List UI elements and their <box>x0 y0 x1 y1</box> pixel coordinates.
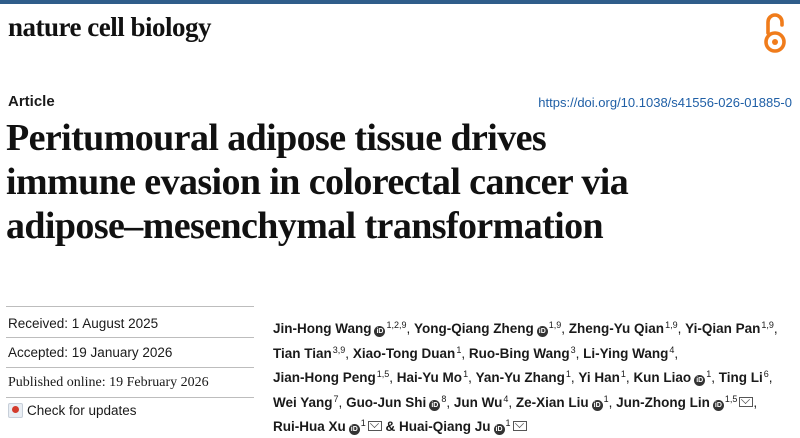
orcid-icon[interactable]: iD <box>536 326 548 337</box>
affiliation-marker: 1,5 <box>376 369 390 379</box>
affiliation-marker: 6 <box>763 369 769 379</box>
affiliation-marker: 4 <box>669 344 675 355</box>
affiliation-marker: 1 <box>505 418 511 428</box>
author-name[interactable]: Zheng-Yu Qian1,9 <box>568 320 678 336</box>
divider <box>6 337 254 338</box>
received-date: Received: 1 August 2025 <box>8 316 159 331</box>
author-name-text: Jian-Hong Peng <box>273 370 376 385</box>
author-name-text: Ruo-Bing Wang <box>468 345 570 361</box>
author-name-text: Ting Li <box>718 370 763 385</box>
author-name-text: Zheng-Yu Qian <box>568 321 665 336</box>
author-name-text: Yi-Qian Pan <box>685 321 761 336</box>
author-name-text: Rui-Hua Xu <box>273 419 346 434</box>
author-name-text: Yi Han <box>578 370 620 385</box>
author-name[interactable]: & Huai-Qiang Ju iD1 <box>386 418 527 435</box>
author-name-text: Huai-Qiang Ju <box>399 419 491 434</box>
author-name-text: Li-Ying Wang <box>583 345 669 361</box>
orcid-icon[interactable]: iD <box>429 399 441 411</box>
author-name-text: Tian Tian <box>273 345 332 361</box>
author-name-text: Kun Liao <box>633 370 692 385</box>
affiliation-marker: 1,5 <box>724 393 738 404</box>
affiliation-marker: 1 <box>620 369 626 379</box>
author-name-text: Jun Wu <box>453 394 503 410</box>
author-name[interactable]: Ze-Xian Liu iD1 <box>515 393 609 411</box>
article-type: Article <box>8 93 55 110</box>
title-line: adipose–mesenchymal transformation <box>6 205 604 247</box>
affiliation-marker: 3 <box>570 344 576 355</box>
author-name[interactable]: Hai-Yu Mo1 <box>396 369 469 385</box>
affiliation-marker: 1 <box>565 369 571 379</box>
author-name-text: Yong-Qiang Zheng <box>414 321 534 336</box>
divider <box>6 397 254 398</box>
divider <box>6 367 254 368</box>
top-rule <box>0 0 800 4</box>
affiliation-marker: 1 <box>706 369 712 379</box>
author-name-text: Ze-Xian Liu <box>515 394 589 410</box>
author-name[interactable]: Xiao-Tong Duan1 <box>352 344 462 361</box>
affiliation-marker: 3,9 <box>332 344 346 355</box>
affiliation-marker: 1 <box>456 344 462 355</box>
author-name[interactable]: Rui-Hua Xu iD1 <box>273 418 382 435</box>
affiliation-marker: 1,9 <box>761 320 774 330</box>
author-name[interactable]: Jian-Hong Peng1,5 <box>273 369 390 385</box>
affiliation-marker: 7 <box>333 393 339 404</box>
envelope-icon[interactable] <box>739 396 754 407</box>
author-list: Jin-Hong Wang iD1,2,9, Yong-Qiang Zheng iD… <box>273 320 778 435</box>
author-name-text: Jun-Zhong Lin <box>616 394 710 410</box>
author-name[interactable]: Ting Li6 <box>718 369 769 385</box>
author-name-text: Guo-Jun Shi <box>346 394 427 410</box>
orcid-icon[interactable]: iD <box>374 326 386 337</box>
journal-name[interactable]: nature cell biology <box>8 12 212 42</box>
author-name[interactable]: Guo-Jun Shi iD8 <box>346 393 447 411</box>
crossmark-icon <box>8 403 23 418</box>
affiliation-marker: 4 <box>503 393 509 404</box>
orcid-icon[interactable]: iD <box>694 375 706 386</box>
author-name[interactable]: Jin-Hong Wang iD1,2,9 <box>273 320 407 337</box>
open-access-lock-icon[interactable] <box>762 12 788 54</box>
affiliation-marker: 1 <box>463 369 469 379</box>
author-name-text: Wei Yang <box>273 394 333 410</box>
author-name[interactable]: Tian Tian3,9 <box>273 344 346 361</box>
title-line: immune evasion in colorectal cancer via <box>6 161 629 203</box>
affiliation-marker: 1,2,9 <box>386 320 407 330</box>
author-name[interactable]: Jun Wu4 <box>453 393 509 410</box>
author-name[interactable]: Yong-Qiang Zheng iD1,9 <box>414 320 562 337</box>
affiliation-marker: 1,9 <box>548 320 562 330</box>
article-title: Peritumoural adipose tissue drives immun… <box>6 116 786 248</box>
author-name-text: Jin-Hong Wang <box>273 321 372 336</box>
check-for-updates-label: Check for updates <box>27 403 137 418</box>
author-name-text: Hai-Yu Mo <box>396 370 463 385</box>
author-name[interactable]: Wei Yang7 <box>273 393 339 410</box>
affiliation-marker: 1 <box>603 393 609 404</box>
orcid-icon[interactable]: iD <box>712 399 724 411</box>
author-name-text: Yan-Yu Zhang <box>475 370 565 385</box>
published-date: Published online: 19 February 2026 <box>8 375 209 390</box>
author-name-text: Xiao-Tong Duan <box>352 345 456 361</box>
author-name[interactable]: Jun-Zhong Lin iD1,5 <box>616 393 754 411</box>
affiliation-marker: 8 <box>441 393 447 404</box>
affiliation-marker: 1,9 <box>665 320 678 330</box>
title-line: Peritumoural adipose tissue drives <box>6 117 547 159</box>
orcid-icon[interactable]: iD <box>348 424 360 435</box>
doi-link[interactable]: https://doi.org/10.1038/s41556-026-01885… <box>538 95 792 110</box>
check-for-updates-button[interactable]: Check for updates <box>8 403 137 418</box>
affiliation-marker: 1 <box>360 418 366 428</box>
author-name[interactable]: Kun Liao iD1 <box>633 369 712 386</box>
author-name[interactable]: Yi Han1 <box>578 369 626 385</box>
accepted-date: Accepted: 19 January 2026 <box>8 345 173 360</box>
author-name[interactable]: Li-Ying Wang4 <box>583 344 675 361</box>
author-name[interactable]: Yi-Qian Pan1,9 <box>685 320 774 336</box>
divider <box>6 306 254 307</box>
orcid-icon[interactable]: iD <box>591 399 603 411</box>
orcid-icon[interactable]: iD <box>493 424 505 435</box>
author-name[interactable]: Yan-Yu Zhang1 <box>475 369 571 385</box>
author-name[interactable]: Ruo-Bing Wang3 <box>468 344 576 361</box>
